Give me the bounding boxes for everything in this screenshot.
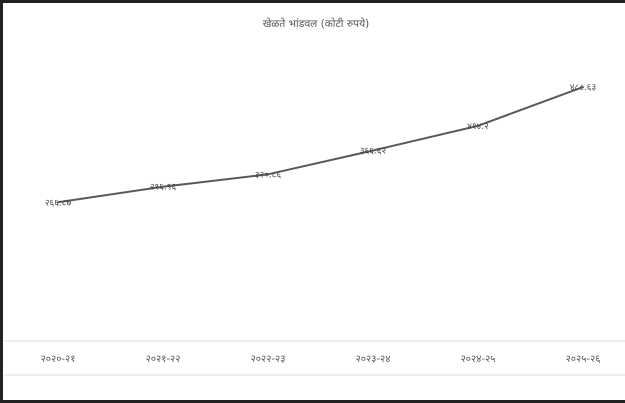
x-tick-label: २०२२-२३ bbox=[251, 354, 286, 365]
data-point bbox=[162, 185, 164, 188]
series-line bbox=[57, 86, 584, 204]
data-label: ४८८.६३ bbox=[570, 83, 596, 93]
data-point bbox=[582, 86, 584, 89]
data-label: २६६.८७ bbox=[45, 198, 72, 208]
data-label: ३२०.८६ bbox=[255, 170, 282, 180]
data-point bbox=[477, 124, 479, 127]
data-label: २९६.९६ bbox=[150, 183, 177, 193]
data-label: ३६६.६२ bbox=[360, 146, 387, 156]
x-tick-label: २०२१-२२ bbox=[146, 354, 181, 365]
data-labels-group: २६६.८७ २९६.९६ ३२०.८६ ३६६.६२ ४१४.२ ४८८.६३ bbox=[45, 83, 596, 208]
chart-title: खेळते भांडवल (कोटी रुपये) bbox=[263, 17, 370, 30]
series-group bbox=[57, 86, 584, 204]
data-point bbox=[57, 201, 59, 204]
x-tick-labels-group: २०२०-२१ २०२१-२२ २०२२-२३ २०२३-२४ २०२४-२५ २०२५-… bbox=[41, 354, 601, 365]
x-tick-label: २०२०-२१ bbox=[41, 354, 76, 365]
x-tick-label: २०२५-२६ bbox=[566, 354, 601, 365]
data-point bbox=[267, 173, 269, 176]
x-tick-label: २०२३-२४ bbox=[356, 354, 391, 365]
data-point bbox=[372, 149, 374, 152]
x-tick-label: २०२४-२५ bbox=[461, 354, 496, 365]
data-label: ४१४.२ bbox=[467, 122, 489, 132]
